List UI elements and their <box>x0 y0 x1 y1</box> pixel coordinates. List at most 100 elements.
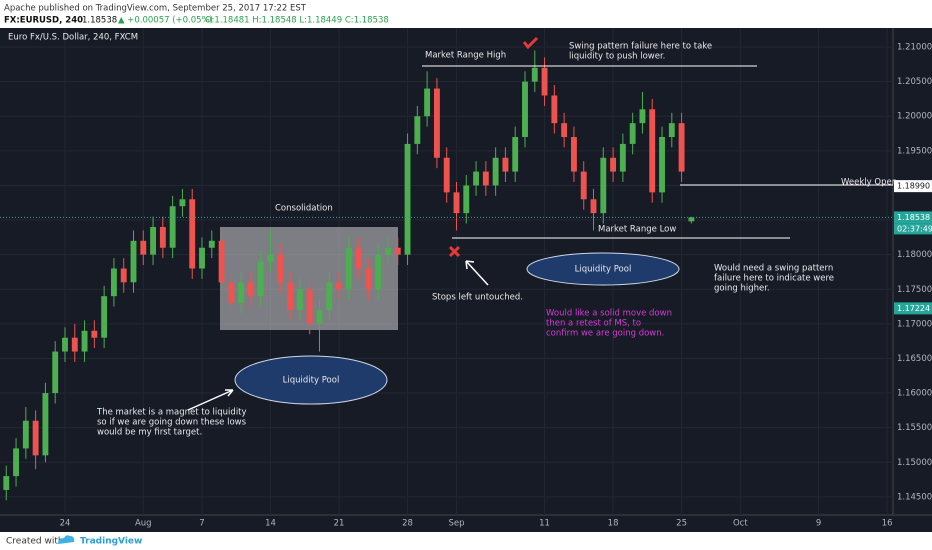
candle-body <box>365 268 372 290</box>
candle-body <box>345 247 352 290</box>
annotation: Stops left untouched. <box>432 293 523 303</box>
price-label: 1.18538 <box>897 213 930 222</box>
price-label-bg <box>894 180 932 193</box>
annotation: The market is a magnet to liquidity <box>96 408 247 418</box>
candle-body <box>277 254 284 283</box>
price-label: 1.18990 <box>897 182 930 191</box>
candle-body <box>228 282 235 304</box>
candle-body <box>248 282 254 297</box>
x-tick-label: Oct <box>733 519 748 529</box>
arrow <box>187 389 234 411</box>
x-tick-label: 9 <box>816 519 821 529</box>
candle-body <box>414 116 421 144</box>
y-tick-label: 1.17500 <box>897 285 932 295</box>
candle-body <box>482 171 489 186</box>
countdown-bg <box>894 223 932 235</box>
y-tick-label: 1.18000 <box>897 250 932 260</box>
candle-body <box>404 143 411 255</box>
x-tick-label: 7 <box>199 519 204 529</box>
annotation: Would like a solid move down <box>546 309 672 319</box>
countdown: 02:37:49 <box>897 224 932 233</box>
annotation: going higher. <box>714 284 770 294</box>
candle-body <box>659 136 665 193</box>
candle-body <box>570 136 577 172</box>
candle-body <box>502 157 509 172</box>
y-tick-label: 1.14500 <box>897 492 932 502</box>
candle-body <box>316 310 323 324</box>
chart-bg <box>0 28 932 532</box>
annotation: Swing pattern failure here to take <box>569 42 712 52</box>
annotation: so if we are going down these lows <box>97 418 247 428</box>
footer-brand[interactable]: TradingView <box>80 537 142 547</box>
candle-body <box>42 393 49 456</box>
annotation: Would need a swing pattern <box>714 264 833 274</box>
candle-body <box>257 261 264 297</box>
candle-body <box>394 247 401 255</box>
annotation: then a retest of MS, to <box>546 319 641 329</box>
candle-body <box>424 88 431 117</box>
check-mark <box>522 36 539 50</box>
y-tick-label: 1.21000 <box>897 43 932 53</box>
candle-body <box>600 157 607 214</box>
annotation: Liquidity Pool <box>283 376 340 386</box>
candle-body <box>610 157 617 172</box>
candle-body <box>62 337 68 352</box>
candle-body <box>71 337 78 352</box>
candle-body <box>649 109 656 193</box>
candle-body <box>590 199 597 214</box>
x-tick-label: 16 <box>882 519 893 529</box>
candle-body <box>101 296 108 338</box>
price-label-bg <box>894 211 932 224</box>
candle-body <box>629 123 636 144</box>
annotation: confirm we are going down. <box>546 329 664 339</box>
candle-body <box>110 268 117 297</box>
x-tick-label: Sep <box>448 519 464 529</box>
liquidity-ellipse <box>526 252 680 286</box>
candle-body <box>678 123 685 172</box>
annotation: would be my first target. <box>97 428 202 438</box>
chart-title: Euro Fx/U.S. Dollar, 240, FXCM <box>8 33 138 43</box>
candle-body <box>189 199 196 269</box>
candle-body <box>130 240 137 283</box>
y-tick-label: 1.16000 <box>897 389 932 399</box>
header-bg <box>0 0 932 28</box>
footer-text: Created with <box>6 537 64 547</box>
candle-body <box>385 247 391 255</box>
logo <box>58 535 75 544</box>
price-label: 1.17224 <box>897 304 930 313</box>
candle-body <box>140 240 147 255</box>
candle-body <box>238 282 245 304</box>
candle-body <box>473 171 479 186</box>
annotation: liquidity to push lower. <box>569 52 665 62</box>
y-tick-label: 1.20000 <box>897 112 932 122</box>
candle-body <box>150 226 157 255</box>
annotation: Market Range High <box>425 51 506 61</box>
candle-body <box>443 157 450 193</box>
symbol: FX:EURUSD, 240 <box>4 16 83 26</box>
annotation: Market Range Low <box>598 225 676 235</box>
y-tick-label: 1.16500 <box>897 354 932 364</box>
x-tick-label: Aug <box>135 519 152 529</box>
annotation: Liquidity Pool <box>575 265 632 275</box>
y-tick-label: 1.15000 <box>897 458 932 468</box>
annotation: Weekly Open <box>841 178 897 188</box>
y-tick-label: 1.20500 <box>897 77 932 87</box>
candle-body <box>306 289 313 324</box>
y-tick-label: 1.19500 <box>897 146 932 156</box>
candle-body <box>218 240 225 283</box>
x-tick-label: 25 <box>676 519 687 529</box>
candle-body <box>13 448 19 477</box>
change: ▲ +0.00057 (+0.05%) <box>118 16 213 26</box>
x-tick-label: 14 <box>265 519 276 529</box>
candle-body <box>52 351 59 394</box>
header-line: Apache published on TradingView.com, Sep… <box>4 4 307 14</box>
candle-body <box>267 254 274 262</box>
candle-body <box>492 157 499 186</box>
footer-bg <box>0 532 932 550</box>
candle-body <box>375 254 382 290</box>
y-tick-label: 1.15500 <box>897 423 932 433</box>
candle-body <box>208 240 215 248</box>
candle-body <box>296 289 303 311</box>
candle-body <box>463 185 470 214</box>
